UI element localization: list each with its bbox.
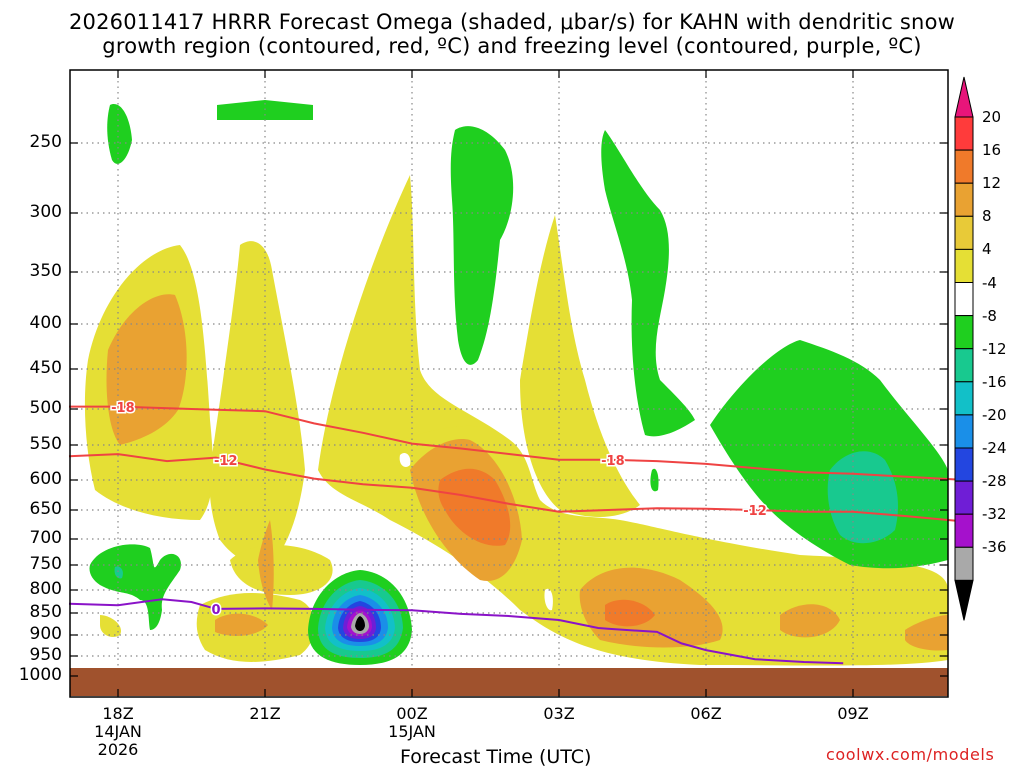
omega-shading <box>84 100 948 666</box>
colorbar-swatch <box>954 248 974 283</box>
y-tick-label: 500 <box>29 398 62 418</box>
colorbar-swatch <box>954 447 974 482</box>
colorbar-label: -4 <box>982 273 997 292</box>
y-tick-label: 750 <box>29 554 62 574</box>
colorbar <box>954 76 974 621</box>
omega-area-gold <box>579 567 723 648</box>
colorbar-swatch <box>954 348 974 383</box>
y-tick-label: 450 <box>29 358 62 378</box>
colorbar-swatch <box>954 315 974 350</box>
colorbar-label: 8 <box>982 207 992 226</box>
omega-area-yellow <box>100 615 121 637</box>
colorbar-swatch <box>954 116 974 151</box>
omega-core-upward <box>308 570 412 665</box>
x-date-label: 14JAN <box>94 722 142 741</box>
omega-area-green <box>107 104 132 164</box>
y-tick-label: 850 <box>29 602 62 622</box>
colorbar-label: -20 <box>982 405 1007 424</box>
x-axis-title: Forecast Time (UTC) <box>400 746 592 768</box>
colorbar-swatch <box>954 381 974 416</box>
y-tick-label: 550 <box>29 434 62 454</box>
colorbar-swatch <box>954 414 974 449</box>
chart-title-line-2: growth region (contoured, red, ºC) and f… <box>102 34 922 58</box>
omega-area-green <box>89 544 181 630</box>
omega-area-orange <box>605 599 655 627</box>
colorbar-top-triangle <box>954 76 974 118</box>
omega-area-yellow <box>209 241 305 564</box>
chart-title-line-1: 2026011417 HRRR Forecast Omega (shaded, … <box>68 10 955 34</box>
x-tick-label: 00Z <box>396 704 428 723</box>
x-tick-label: 21Z <box>249 704 281 723</box>
ground-surface <box>70 668 948 696</box>
colorbar-label: 16 <box>982 141 1002 160</box>
x-date-label: 15JAN <box>388 722 436 741</box>
colorbar-swatch <box>954 149 974 184</box>
y-tick-label: 700 <box>29 528 62 548</box>
dgz-contour-minus12 <box>68 453 966 523</box>
y-tick-label: 250 <box>29 132 62 152</box>
contour-label: -18 <box>111 401 135 416</box>
y-tick-label: 650 <box>29 499 62 519</box>
colorbar-swatch <box>954 546 974 581</box>
omega-area-orange <box>438 468 511 546</box>
colorbar-label: 4 <box>982 240 992 259</box>
dgz-contour-minus18 <box>69 405 966 481</box>
omega-area-gold <box>215 613 268 636</box>
omega-area-gold <box>905 615 948 651</box>
y-tick-label: 600 <box>29 469 62 489</box>
omega-area-green <box>450 126 514 365</box>
y-tick-label: 350 <box>29 261 62 281</box>
omega-area-teal <box>827 451 898 544</box>
colorbar-label: -32 <box>982 505 1007 524</box>
x-tick-label: 03Z <box>543 704 575 723</box>
omega-area-green <box>710 340 948 569</box>
x-tick-label: 18Z <box>102 704 134 723</box>
y-tick-label: 950 <box>29 645 62 665</box>
colorbar-swatch <box>954 513 974 548</box>
colorbar-swatch <box>954 182 974 217</box>
contour-label: -18 <box>601 454 625 469</box>
colorbar-swatch <box>954 480 974 515</box>
colorbar-label: 12 <box>982 174 1002 193</box>
omega-area-gold <box>258 520 274 610</box>
colorbar-label: -8 <box>982 306 997 325</box>
y-tick-label: 300 <box>29 202 62 222</box>
freezing-level-contour <box>68 598 844 665</box>
source-watermark[interactable]: coolwx.com/models <box>826 745 995 764</box>
colorbar-label: -12 <box>982 339 1007 358</box>
x-tick-label: 09Z <box>837 704 869 723</box>
axis-ticks <box>70 70 948 697</box>
omega-area-yellow <box>520 215 640 517</box>
x-tick-label: 06Z <box>690 704 722 723</box>
colorbar-swatch <box>954 282 974 317</box>
omega-area-yellow <box>230 545 333 595</box>
colorbar-swatch <box>954 215 974 250</box>
contour-label: 0 <box>211 603 220 618</box>
plot-frame <box>69 69 949 698</box>
colorbar-label: -24 <box>982 439 1007 457</box>
contour-label: -12 <box>214 454 238 469</box>
contour-lines: -18 -18 -12 -12 0 <box>68 399 966 665</box>
y-tick-label: 900 <box>29 624 62 644</box>
omega-area-green <box>601 130 695 437</box>
x-year-label: 2026 <box>97 740 139 759</box>
colorbar-bottom-triangle <box>954 579 974 621</box>
grid-lines <box>70 70 948 677</box>
colorbar-label: 20 <box>982 108 1002 126</box>
colorbar-label: -36 <box>982 538 1007 557</box>
omega-area-teal <box>114 566 123 579</box>
y-tick-label: 400 <box>29 313 62 333</box>
y-tick-label: 800 <box>29 579 62 599</box>
y-tick-label: 1000 <box>18 665 62 685</box>
contour-label: -12 <box>743 504 767 519</box>
colorbar-label: -28 <box>982 472 1007 491</box>
colorbar-label: -16 <box>982 372 1007 391</box>
